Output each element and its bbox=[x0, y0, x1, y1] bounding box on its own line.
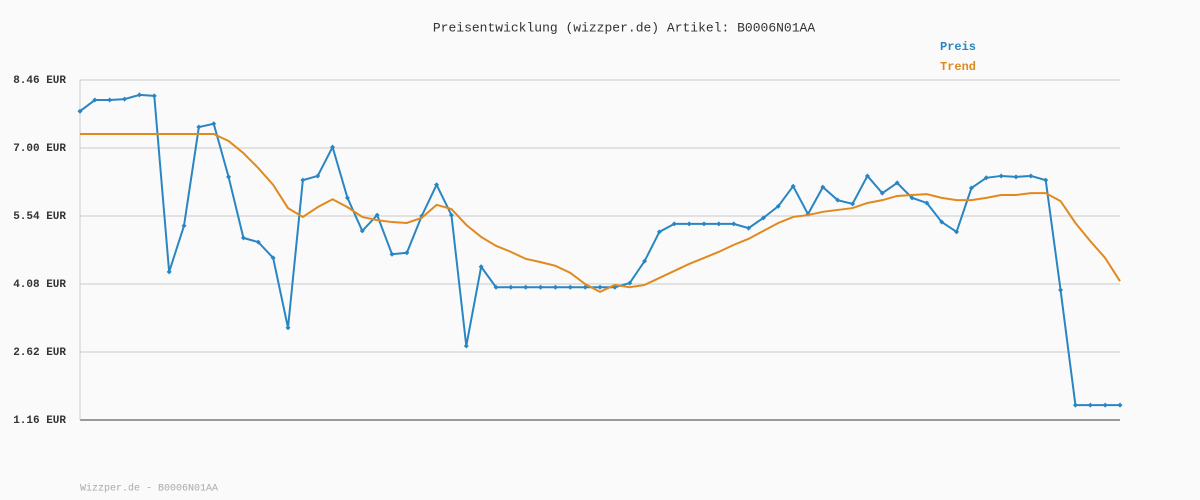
point bbox=[597, 284, 603, 290]
point bbox=[820, 184, 826, 190]
point bbox=[211, 121, 217, 127]
legend-label: Preis bbox=[940, 40, 976, 54]
point bbox=[1028, 173, 1034, 179]
point bbox=[983, 175, 989, 181]
point bbox=[389, 251, 395, 257]
point bbox=[1013, 174, 1019, 180]
y-tick-label: 1.16 EUR bbox=[13, 415, 66, 427]
point bbox=[939, 219, 945, 225]
point bbox=[642, 258, 648, 264]
point bbox=[879, 190, 885, 196]
point bbox=[270, 255, 276, 261]
point bbox=[746, 225, 752, 231]
point bbox=[1087, 402, 1093, 408]
point bbox=[538, 284, 544, 290]
point bbox=[552, 284, 558, 290]
point bbox=[567, 284, 573, 290]
footer: Wizzper.de - B0006N01AA bbox=[80, 483, 218, 495]
point bbox=[374, 212, 380, 218]
point bbox=[285, 325, 291, 331]
point bbox=[1072, 402, 1078, 408]
point bbox=[226, 174, 232, 180]
point bbox=[181, 223, 187, 229]
point bbox=[731, 221, 737, 227]
point bbox=[924, 200, 930, 206]
y-tick-label: 8.46 EUR bbox=[13, 75, 66, 87]
y-tick-label: 4.08 EUR bbox=[13, 279, 66, 291]
y-tick-label: 7.00 EUR bbox=[13, 143, 66, 155]
point bbox=[701, 221, 707, 227]
point bbox=[478, 264, 484, 270]
point bbox=[775, 203, 781, 209]
line bbox=[80, 133, 1121, 294]
point bbox=[954, 229, 960, 235]
legend-label: Trend bbox=[940, 60, 976, 74]
point bbox=[671, 221, 677, 227]
point bbox=[92, 97, 98, 103]
y-tick-label: 2.62 EUR bbox=[13, 347, 66, 359]
point bbox=[864, 173, 870, 179]
point bbox=[493, 284, 499, 290]
point bbox=[760, 215, 766, 221]
point bbox=[196, 124, 202, 130]
line bbox=[79, 93, 1120, 407]
point bbox=[434, 182, 440, 188]
point bbox=[1058, 287, 1064, 293]
point bbox=[107, 97, 113, 103]
point bbox=[508, 284, 514, 290]
point bbox=[656, 229, 662, 235]
point bbox=[1102, 402, 1108, 408]
point bbox=[582, 284, 588, 290]
point bbox=[315, 173, 321, 179]
point bbox=[1117, 402, 1123, 408]
point bbox=[359, 228, 365, 234]
point bbox=[300, 177, 306, 183]
chart-title: Preisentwicklung (wizzper.de) Artikel: B… bbox=[433, 20, 815, 35]
point bbox=[166, 269, 172, 275]
point bbox=[463, 343, 469, 349]
point bbox=[122, 96, 128, 102]
point bbox=[523, 284, 529, 290]
point bbox=[404, 250, 410, 256]
point bbox=[136, 92, 142, 98]
point bbox=[790, 183, 796, 189]
point bbox=[850, 201, 856, 207]
point bbox=[627, 280, 633, 286]
point bbox=[151, 93, 157, 99]
point bbox=[909, 195, 915, 201]
point bbox=[330, 144, 336, 150]
point bbox=[1043, 177, 1049, 183]
point bbox=[968, 185, 974, 191]
point bbox=[255, 239, 261, 245]
point bbox=[77, 108, 83, 114]
point bbox=[894, 180, 900, 186]
point bbox=[448, 212, 454, 218]
point bbox=[835, 197, 841, 203]
point bbox=[998, 173, 1004, 179]
point bbox=[686, 221, 692, 227]
point bbox=[240, 235, 246, 241]
point bbox=[344, 195, 350, 201]
y-tick-label: 5.54 EUR bbox=[13, 211, 66, 223]
point bbox=[716, 221, 722, 227]
